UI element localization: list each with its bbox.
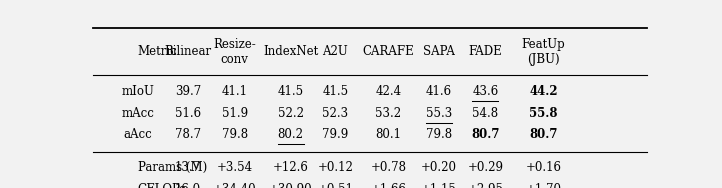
Text: 41.1: 41.1: [222, 85, 248, 98]
Text: IndexNet: IndexNet: [263, 45, 318, 58]
Text: 54.8: 54.8: [472, 107, 498, 120]
Text: 43.6: 43.6: [472, 85, 498, 98]
Text: 52.3: 52.3: [322, 107, 349, 120]
Text: 41.5: 41.5: [322, 85, 349, 98]
Text: 80.7: 80.7: [529, 128, 557, 141]
Text: aAcc: aAcc: [123, 128, 152, 141]
Text: 51.6: 51.6: [175, 107, 201, 120]
Text: FADE: FADE: [469, 45, 503, 58]
Text: 79.9: 79.9: [322, 128, 349, 141]
Text: 41.5: 41.5: [277, 85, 304, 98]
Text: +1.70: +1.70: [526, 183, 562, 188]
Text: 39.7: 39.7: [175, 85, 201, 98]
Text: 78.7: 78.7: [175, 128, 201, 141]
Text: 79.8: 79.8: [222, 128, 248, 141]
Text: +0.51: +0.51: [318, 183, 353, 188]
Text: Params (M): Params (M): [138, 161, 207, 174]
Text: Metric: Metric: [138, 45, 178, 58]
Text: +30.90: +30.90: [269, 183, 313, 188]
Text: +34.40: +34.40: [213, 183, 256, 188]
Text: +0.16: +0.16: [526, 161, 562, 174]
Text: 80.7: 80.7: [471, 128, 500, 141]
Text: Bilinear: Bilinear: [165, 45, 212, 58]
Text: +0.20: +0.20: [421, 161, 457, 174]
Text: 13.7: 13.7: [175, 161, 201, 174]
Text: Resize-
conv: Resize- conv: [213, 38, 256, 65]
Text: 44.2: 44.2: [529, 85, 558, 98]
Text: +0.78: +0.78: [370, 161, 406, 174]
Text: 52.2: 52.2: [277, 107, 303, 120]
Text: +3.54: +3.54: [217, 161, 253, 174]
Text: FeatUp
(JBU): FeatUp (JBU): [521, 38, 565, 65]
Text: 55.3: 55.3: [426, 107, 452, 120]
Text: SAPA: SAPA: [423, 45, 455, 58]
Text: +2.95: +2.95: [467, 183, 503, 188]
Text: +0.12: +0.12: [318, 161, 353, 174]
Text: 80.1: 80.1: [375, 128, 401, 141]
Text: +0.29: +0.29: [467, 161, 503, 174]
Text: A2U: A2U: [323, 45, 348, 58]
Text: 80.2: 80.2: [277, 128, 303, 141]
Text: 79.8: 79.8: [426, 128, 452, 141]
Text: GFLOPs: GFLOPs: [138, 183, 186, 188]
Text: 51.9: 51.9: [222, 107, 248, 120]
Text: CARAFE: CARAFE: [362, 45, 414, 58]
Text: 41.6: 41.6: [426, 85, 452, 98]
Text: 16.0: 16.0: [175, 183, 201, 188]
Text: 53.2: 53.2: [375, 107, 401, 120]
Text: mIoU: mIoU: [121, 85, 155, 98]
Text: +12.6: +12.6: [273, 161, 308, 174]
Text: 55.8: 55.8: [529, 107, 557, 120]
Text: +1.15: +1.15: [421, 183, 457, 188]
Text: +1.66: +1.66: [370, 183, 406, 188]
Text: 42.4: 42.4: [375, 85, 401, 98]
Text: mAcc: mAcc: [121, 107, 155, 120]
